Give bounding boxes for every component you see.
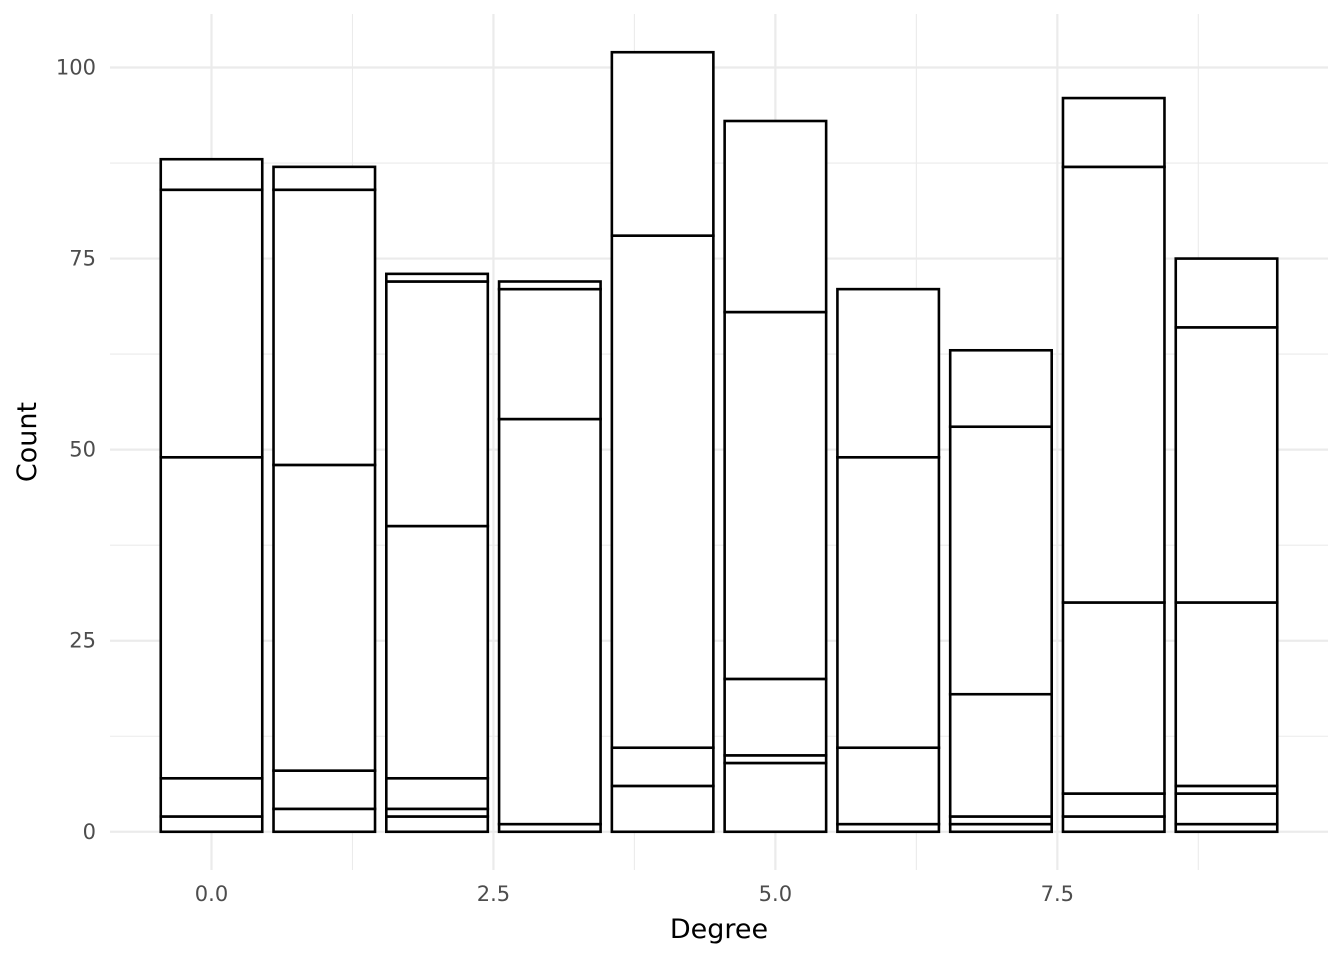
- y-tick-label: 50: [69, 438, 96, 462]
- bar-segment: [610, 784, 715, 834]
- bar-segment: [159, 776, 264, 818]
- stacked-bar: [159, 157, 264, 834]
- bar-segment: [1174, 601, 1279, 788]
- y-tick-label: 100: [56, 56, 96, 80]
- bar-segment: [1174, 792, 1279, 826]
- stacked-bar: [497, 280, 602, 834]
- stacked-bar: [948, 348, 1053, 834]
- bar-segment: [836, 287, 941, 459]
- x-tick-label: 0.0: [195, 882, 228, 906]
- bar-segment: [272, 463, 377, 772]
- bar-segment: [272, 807, 377, 834]
- stacked-bar: [1061, 96, 1166, 834]
- bar-segment: [385, 776, 490, 811]
- bar-segment: [272, 188, 377, 467]
- bar-segment: [159, 157, 264, 192]
- bar-segment: [610, 234, 715, 750]
- bar-segment: [723, 761, 828, 834]
- bar-segment: [948, 692, 1053, 818]
- bar-segment: [723, 677, 828, 757]
- bar-segment: [1061, 601, 1166, 795]
- stacked-bar: [836, 287, 941, 834]
- bar-segment: [272, 165, 377, 192]
- bar-segment: [836, 455, 941, 750]
- bar-segment: [385, 272, 490, 283]
- bar-segment: [385, 280, 490, 528]
- bar-segment: [1174, 326, 1279, 604]
- bar-segment: [1061, 165, 1166, 604]
- y-tick-label: 75: [69, 247, 96, 271]
- y-axis-tick-labels: 0 25 50 75 100: [56, 56, 96, 844]
- x-tick-label: 5.0: [759, 882, 792, 906]
- bar-segment: [159, 815, 264, 834]
- bar-segment: [1061, 792, 1166, 818]
- bar-segment: [385, 815, 490, 834]
- bar-segment: [159, 455, 264, 780]
- x-tick-label: 2.5: [477, 882, 510, 906]
- bar-segment: [1061, 96, 1166, 169]
- bar-segment: [1061, 815, 1166, 834]
- stacked-bar: [1174, 257, 1279, 834]
- stacked-bar: [610, 50, 715, 834]
- bar-segment: [497, 417, 602, 826]
- bar-segment: [610, 50, 715, 237]
- bars: [159, 50, 1279, 834]
- stacked-bar: [385, 272, 490, 834]
- x-tick-label: 7.5: [1041, 882, 1074, 906]
- stacked-bar: [723, 119, 828, 834]
- bar-segment: [948, 425, 1053, 696]
- bar-segment: [159, 188, 264, 459]
- y-tick-label: 25: [69, 629, 96, 653]
- bar-segment: [497, 280, 602, 291]
- x-axis-tick-labels: 0.0 2.5 5.0 7.5: [195, 882, 1074, 906]
- stacked-bar: [272, 165, 377, 834]
- y-tick-label: 0: [83, 820, 96, 844]
- bar-segment: [836, 746, 941, 826]
- bar-segment: [723, 119, 828, 314]
- bar-segment: [272, 769, 377, 811]
- bar-segment: [723, 310, 828, 681]
- x-axis-title: Degree: [670, 914, 768, 945]
- bar-segment: [610, 746, 715, 788]
- bar-segment: [385, 524, 490, 780]
- bar-segment: [497, 287, 602, 421]
- bar-segment: [1174, 257, 1279, 329]
- y-axis-title: Count: [12, 402, 43, 482]
- bar-segment: [948, 348, 1053, 429]
